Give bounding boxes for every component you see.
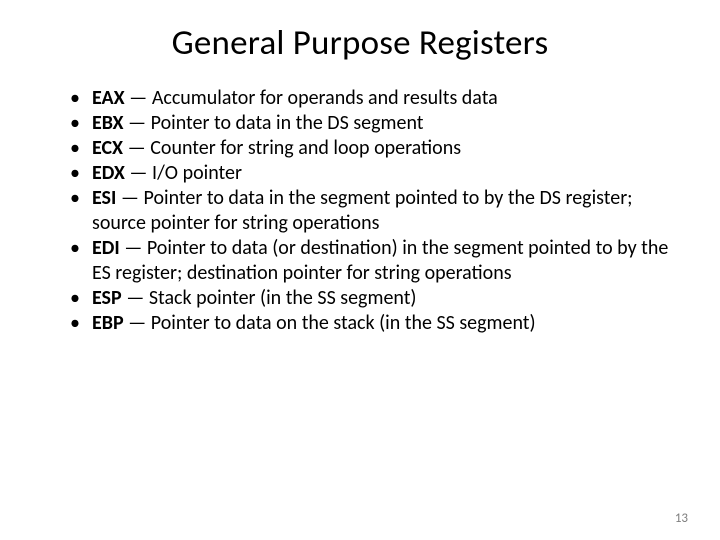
separator: — bbox=[125, 86, 152, 110]
register-name: ESI bbox=[92, 186, 116, 210]
register-desc: Accumulator for operands and results dat… bbox=[152, 86, 498, 110]
list-item: EBP — Pointer to data on the stack (in t… bbox=[70, 311, 670, 336]
register-desc: Pointer to data (or destination) in the … bbox=[92, 236, 668, 285]
separator: — bbox=[124, 311, 151, 335]
register-name: ECX bbox=[92, 136, 123, 160]
register-name: EDX bbox=[92, 161, 125, 185]
list-item: ESI — Pointer to data in the segment poi… bbox=[70, 186, 670, 236]
register-desc: I/O pointer bbox=[152, 161, 242, 185]
separator: — bbox=[123, 136, 150, 160]
list-item: EAX — Accumulator for operands and resul… bbox=[70, 86, 670, 111]
list-item: EBX — Pointer to data in the DS segment bbox=[70, 111, 670, 136]
register-desc: Pointer to data in the segment pointed t… bbox=[92, 186, 633, 235]
slide-title: General Purpose Registers bbox=[50, 22, 670, 64]
list-item: ESP — Stack pointer (in the SS segment) bbox=[70, 286, 670, 311]
separator: — bbox=[120, 236, 147, 260]
register-desc: Pointer to data on the stack (in the SS … bbox=[151, 311, 536, 335]
separator: — bbox=[122, 286, 149, 310]
register-name: ESP bbox=[92, 286, 122, 310]
register-desc: Counter for string and loop operations bbox=[150, 136, 461, 160]
list-item: EDI — Pointer to data (or destination) i… bbox=[70, 236, 670, 286]
register-name: EAX bbox=[92, 86, 125, 110]
page-number: 13 bbox=[675, 511, 688, 526]
register-name: EBP bbox=[92, 311, 124, 335]
register-desc: Stack pointer (in the SS segment) bbox=[149, 286, 417, 310]
separator: — bbox=[125, 161, 152, 185]
register-name: EDI bbox=[92, 236, 120, 260]
separator: — bbox=[124, 111, 151, 135]
separator: — bbox=[116, 186, 143, 210]
register-name: EBX bbox=[92, 111, 124, 135]
register-desc: Pointer to data in the DS segment bbox=[151, 111, 424, 135]
list-item: ECX — Counter for string and loop operat… bbox=[70, 136, 670, 161]
list-item: EDX — I/O pointer bbox=[70, 161, 670, 186]
register-list: EAX — Accumulator for operands and resul… bbox=[50, 86, 670, 336]
slide-container: General Purpose Registers EAX — Accumula… bbox=[0, 0, 720, 336]
